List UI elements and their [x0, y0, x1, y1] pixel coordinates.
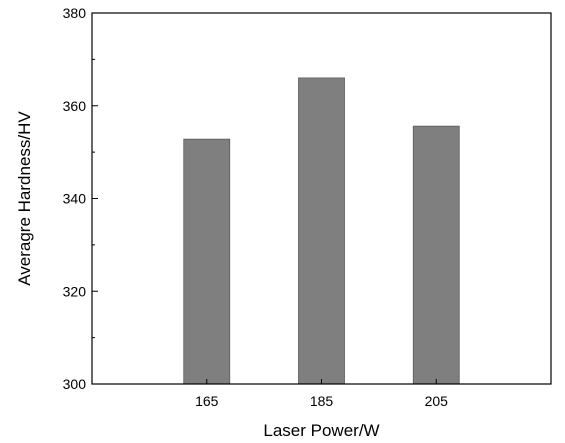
bars-layer [183, 77, 460, 385]
x-ticks-layer: 165 185 205 [195, 379, 448, 409]
y-tick-label: 320 [63, 283, 87, 299]
x-axis-title: Laser Power/W [263, 421, 379, 440]
y-ticks-layer: 300 320 340 360 380 [63, 5, 98, 392]
bar-185 [298, 77, 345, 385]
plot-frame [91, 12, 552, 385]
y-tick-label: 360 [63, 98, 87, 114]
bar-165 [183, 138, 231, 385]
x-tick-label: 185 [310, 393, 334, 409]
y-tick-label: 340 [63, 191, 87, 207]
x-tick-label: 165 [195, 393, 219, 409]
y-tick-label: 300 [63, 376, 87, 392]
y-axis-title: Averagre Hardness/HV [15, 111, 34, 286]
bar-205 [412, 125, 460, 385]
y-tick-label: 380 [63, 5, 87, 21]
x-tick-label: 205 [425, 393, 449, 409]
